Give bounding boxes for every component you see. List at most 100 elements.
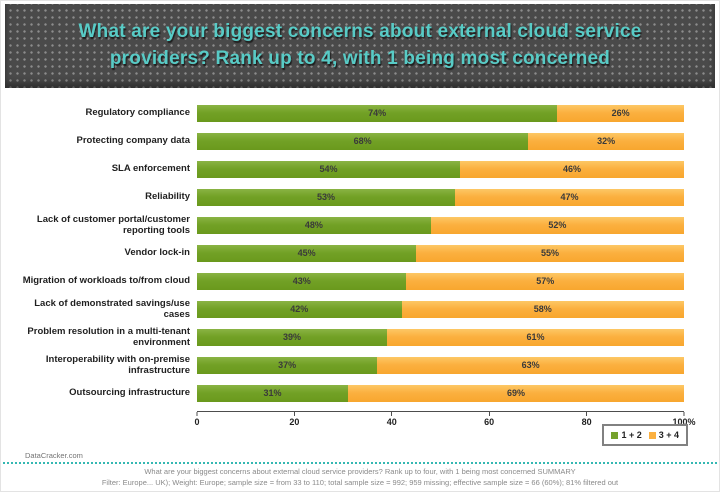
bar-segment-1-2: 53%: [197, 188, 456, 206]
bar-track: 45% 55%: [197, 244, 684, 262]
chart-row: Regulatory compliance 74% 26%: [9, 99, 684, 127]
chart-row: Lack of customer portal/customer reporti…: [9, 211, 684, 239]
bar-value-label: 39%: [282, 332, 301, 342]
bar-track: 68% 32%: [197, 132, 684, 150]
category-label: Lack of customer portal/customer reporti…: [36, 213, 190, 236]
bar-segment-1-2: 48%: [197, 216, 431, 234]
bar-segment-3-4: 32%: [528, 132, 684, 150]
footnote: What are your biggest concerns about ext…: [1, 467, 719, 489]
category-label: Problem resolution in a multi-tenant env…: [27, 325, 190, 348]
bar-value-label: 57%: [536, 276, 555, 286]
legend: 1 + 2 3 + 4: [602, 424, 688, 446]
category-label: Protecting company data: [76, 135, 191, 147]
bar-segment-3-4: 46%: [459, 160, 684, 178]
bar-track: 74% 26%: [197, 104, 684, 122]
x-axis-tick-mark: [196, 412, 198, 416]
bar-segment-3-4: 55%: [416, 244, 684, 262]
x-axis-tick-mark: [586, 412, 588, 416]
bar-rows: Regulatory compliance 74% 26% Protecting co…: [9, 99, 684, 407]
x-axis-tick: 80: [582, 412, 592, 427]
bar-track: 31% 69%: [197, 384, 684, 402]
bar-segment-1-2: 37%: [197, 356, 378, 374]
category-label: Vendor lock-in: [124, 247, 190, 259]
legend-item: 1 + 2: [611, 430, 642, 440]
bar-segment-1-2: 74%: [197, 104, 558, 122]
x-axis-tick-label: 100%: [672, 417, 696, 427]
title-banner: What are your biggest concerns about ext…: [5, 4, 715, 88]
bar-value-label: 26%: [611, 108, 630, 118]
chart-row: SLA enforcement 54% 46%: [9, 155, 684, 183]
bar-segment-3-4: 57%: [406, 272, 684, 290]
bar-segment-3-4: 69%: [347, 384, 684, 402]
bar-value-label: 48%: [304, 220, 323, 230]
legend-swatch: [648, 431, 656, 439]
x-axis-tick: 40: [387, 412, 397, 427]
bar-track: 54% 46%: [197, 160, 684, 178]
bar-track: 39% 61%: [197, 328, 684, 346]
bar-segment-3-4: 58%: [401, 300, 684, 318]
x-axis-tick-label: 20: [289, 417, 300, 427]
legend-item: 3 + 4: [648, 430, 679, 440]
category-label: Reliability: [145, 191, 190, 203]
bar-value-label: 52%: [548, 220, 567, 230]
legend-label: 3 + 4: [658, 430, 679, 440]
watermark: DataCracker.com: [25, 451, 83, 460]
bar-track: 37% 63%: [197, 356, 684, 374]
chart-row: Migration of workloads to/from cloud 43% 5…: [9, 267, 684, 295]
bar-value-label: 42%: [290, 304, 309, 314]
x-axis-tick-label: 0: [194, 417, 200, 427]
chart-row: Vendor lock-in 45% 55%: [9, 239, 684, 267]
x-axis-tick: 20: [289, 412, 299, 427]
x-axis: 0 20 40 60 80 100%: [194, 411, 696, 427]
bar-segment-1-2: 45%: [197, 244, 417, 262]
x-axis-tick: 60: [484, 412, 494, 427]
bar-segment-3-4: 26%: [557, 104, 684, 122]
bar-value-label: 54%: [319, 164, 338, 174]
bar-segment-3-4: 61%: [386, 328, 684, 346]
x-axis-tick-mark: [683, 412, 685, 416]
chart-row: Outsourcing infrastructure 31% 69%: [9, 379, 684, 407]
bar-value-label: 47%: [560, 192, 579, 202]
bar-value-label: 74%: [368, 108, 387, 118]
bar-value-label: 68%: [353, 136, 372, 146]
footnote-line-1: What are your biggest concerns about ext…: [144, 467, 576, 476]
bar-value-label: 61%: [526, 332, 545, 342]
x-axis-tick: 0: [194, 412, 200, 427]
x-axis-tick-mark: [488, 412, 490, 416]
category-label: Interoperability with on-premise infrast…: [45, 353, 190, 376]
category-label: Migration of workloads to/from cloud: [22, 275, 190, 287]
footnote-line-2: Filter: Europe... UK); Weight: Europe; s…: [101, 477, 619, 487]
divider-dotted-line: [3, 462, 717, 464]
x-axis-tick-label: 80: [581, 417, 592, 427]
bar-value-label: 31%: [263, 388, 282, 398]
x-axis-tick-label: 60: [484, 417, 495, 427]
bar-segment-1-2: 54%: [197, 160, 460, 178]
chart-row: Lack of demonstrated savings/use cases 42…: [9, 295, 684, 323]
page-title-line-2: providers? Rank up to 4, with 1 being mo…: [109, 48, 611, 69]
bar-segment-3-4: 52%: [430, 216, 684, 234]
category-label: SLA enforcement: [111, 163, 190, 175]
bar-value-label: 45%: [297, 248, 316, 258]
x-axis-tick: 100%: [672, 412, 696, 427]
bar-segment-1-2: 43%: [197, 272, 407, 290]
chart-row: Protecting company data 68% 32%: [9, 127, 684, 155]
bar-value-label: 46%: [562, 164, 581, 174]
bar-segment-3-4: 63%: [377, 356, 684, 374]
category-label: Outsourcing infrastructure: [69, 387, 190, 399]
bar-segment-1-2: 68%: [197, 132, 529, 150]
page-title-line-1: What are your biggest concerns about ext…: [78, 21, 642, 43]
bar-segment-1-2: 42%: [197, 300, 402, 318]
x-axis-tick-mark: [391, 412, 393, 416]
chart-row: Reliability 53% 47%: [9, 183, 684, 211]
bar-value-label: 53%: [317, 192, 336, 202]
bar-value-label: 63%: [521, 360, 540, 370]
bar-track: 43% 57%: [197, 272, 684, 290]
bar-track: 42% 58%: [197, 300, 684, 318]
bar-segment-1-2: 31%: [197, 384, 348, 402]
chart-row: Interoperability with on-premise infrast…: [9, 351, 684, 379]
bar-track: 48% 52%: [197, 216, 684, 234]
bar-segment-1-2: 39%: [197, 328, 387, 346]
bar-track: 53% 47%: [197, 188, 684, 206]
bar-value-label: 43%: [292, 276, 311, 286]
